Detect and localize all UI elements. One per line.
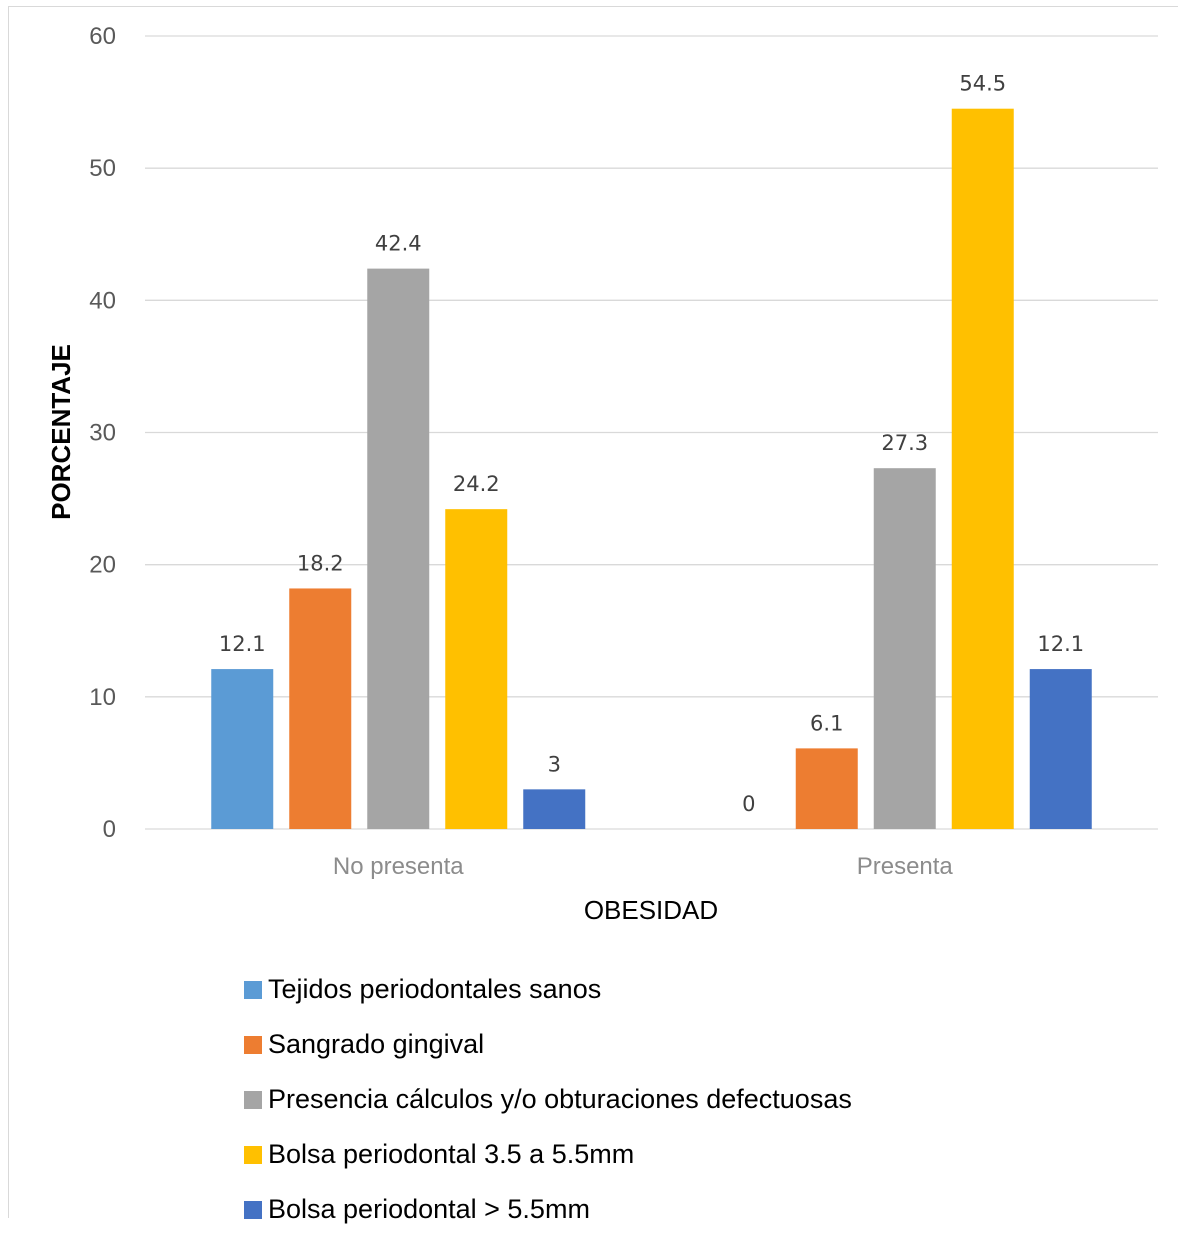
data-label: 27.3 bbox=[881, 431, 928, 455]
bar bbox=[289, 588, 352, 829]
bar bbox=[873, 468, 936, 829]
data-label: 18.2 bbox=[297, 551, 344, 575]
legend-label: Sangrado gingival bbox=[268, 1029, 485, 1059]
bar bbox=[211, 669, 274, 829]
bar bbox=[951, 108, 1014, 830]
bar bbox=[1029, 669, 1092, 829]
y-axis-title: PORCENTAJE bbox=[46, 344, 76, 520]
y-axis-ticks: 0 10 20 30 40 50 60 bbox=[89, 23, 116, 843]
data-label: 0 bbox=[742, 792, 755, 816]
legend-label: Tejidos periodontales sanos bbox=[268, 974, 602, 1004]
legend-swatch bbox=[244, 1145, 262, 1164]
legend-swatch bbox=[244, 1090, 262, 1109]
y-tick-label: 50 bbox=[89, 155, 116, 182]
y-tick-label: 40 bbox=[89, 287, 116, 314]
legend-label: Bolsa periodontal 3.5 a 5.5mm bbox=[268, 1139, 635, 1169]
bar bbox=[523, 789, 586, 829]
data-label: 3 bbox=[548, 752, 561, 776]
data-label: 12.1 bbox=[219, 632, 266, 656]
y-tick-label: 30 bbox=[89, 420, 116, 447]
legend-swatch bbox=[244, 1035, 262, 1054]
y-tick-label: 60 bbox=[89, 23, 116, 50]
y-tick-label: 10 bbox=[89, 684, 116, 711]
legend-swatch bbox=[244, 980, 262, 999]
data-label: 24.2 bbox=[453, 472, 500, 496]
bar bbox=[795, 748, 858, 829]
data-labels: 12.1 18.2 42.4 24.2 3 0 6.1 27.3 54.5 12.1 bbox=[219, 72, 1084, 816]
legend-item: Bolsa periodontal 3.5 a 5.5mm bbox=[244, 1127, 852, 1182]
legend-item: Presencia cálculos y/o obturaciones defe… bbox=[244, 1072, 852, 1127]
legend-label: Presencia cálculos y/o obturaciones defe… bbox=[268, 1084, 852, 1114]
bar bbox=[445, 509, 508, 829]
data-label: 42.4 bbox=[375, 232, 422, 256]
legend: Tejidos periodontales sanos Sangrado ging… bbox=[244, 962, 852, 1237]
x-axis-title: OBESIDAD bbox=[584, 895, 718, 925]
legend-swatch bbox=[244, 1200, 262, 1219]
x-axis-categories: No presenta Presenta bbox=[333, 853, 954, 880]
legend-item: Bolsa periodontal > 5.5mm bbox=[244, 1182, 852, 1237]
chart-frame bbox=[8, 6, 1178, 1218]
data-label: 12.1 bbox=[1037, 632, 1084, 656]
y-tick-label: 20 bbox=[89, 552, 116, 579]
y-tick-label: 0 bbox=[103, 816, 116, 843]
x-category-label: Presenta bbox=[857, 853, 954, 880]
legend-item: Sangrado gingival bbox=[244, 1017, 852, 1072]
legend-item: Tejidos periodontales sanos bbox=[244, 962, 852, 1017]
bar bbox=[367, 268, 430, 829]
data-label: 6.1 bbox=[810, 711, 843, 735]
legend-label: Bolsa periodontal > 5.5mm bbox=[268, 1194, 590, 1224]
data-label: 54.5 bbox=[959, 72, 1006, 96]
bars bbox=[211, 108, 1092, 830]
x-category-label: No presenta bbox=[333, 853, 464, 880]
